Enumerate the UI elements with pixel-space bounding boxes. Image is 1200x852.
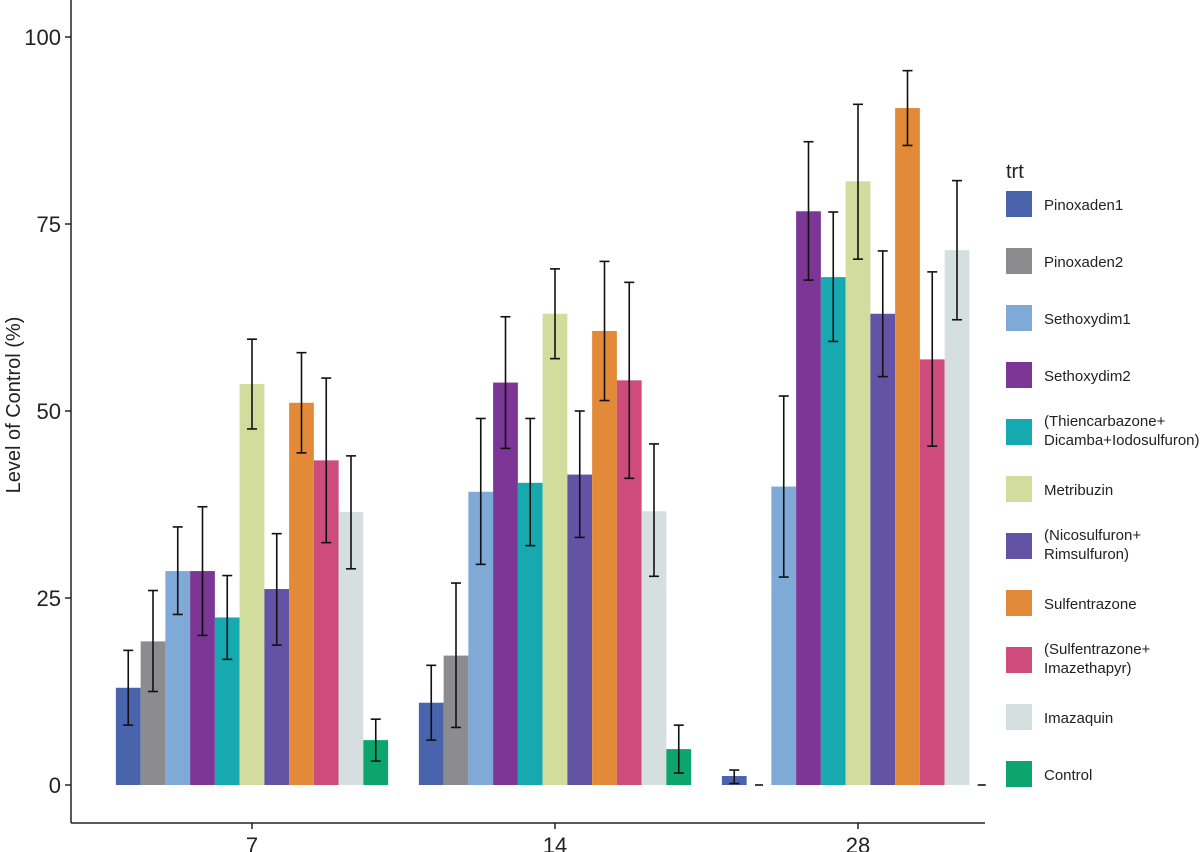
error-bar [172, 526, 183, 616]
error-bar [271, 532, 282, 646]
bar [820, 277, 846, 785]
x-tick-label: 7 [246, 833, 258, 852]
legend-label: Pinoxaden2 [1044, 254, 1123, 271]
legend-item: Imazaquin [1006, 704, 1113, 730]
error-bar [451, 582, 461, 729]
error-bar [550, 268, 560, 360]
error-bar [574, 410, 585, 539]
legend-swatch [1006, 305, 1032, 331]
error-bar [525, 417, 536, 547]
legend-swatch [1006, 248, 1032, 274]
x-tick-label: 28 [846, 833, 870, 852]
x-tick-label: 14 [543, 833, 567, 852]
legend-swatch [1006, 761, 1032, 787]
error-bar [426, 664, 437, 741]
error-bar [321, 377, 332, 544]
error-bar [123, 649, 134, 726]
legend-item: Sulfentrazone [1006, 590, 1137, 616]
error-bar [649, 443, 659, 578]
error-bar [148, 589, 158, 693]
legend-item: (Nicosulfuron+ Rimsulfuron) [1006, 527, 1141, 563]
legend-label-line: (Thiencarbazone+ [1044, 413, 1166, 430]
bar [542, 313, 568, 785]
bar [796, 211, 821, 785]
legend-swatch [1006, 647, 1032, 673]
legend-label: Pinoxaden1 [1044, 197, 1123, 214]
legend-label: Sethoxydim2 [1044, 368, 1131, 385]
legend-item: Sethoxydim2 [1006, 362, 1131, 388]
legend-item: (Sulfentrazone+ Imazethapyr) [1006, 641, 1151, 677]
y-tick-label: 100 [24, 25, 61, 50]
legend-label-line: (Nicosulfuron+ [1044, 527, 1141, 544]
x-axis: 7 14 28 [71, 822, 985, 852]
error-bar [247, 338, 257, 430]
error-bar [500, 315, 511, 450]
bar [845, 181, 871, 785]
legend-swatch [1006, 419, 1032, 445]
error-bar [370, 718, 381, 762]
legend-swatch [1006, 191, 1032, 217]
error-bar [624, 281, 635, 480]
error-bar [828, 211, 839, 343]
legend-label: Sethoxydim1 [1044, 311, 1131, 328]
legend-label: Control [1044, 767, 1092, 784]
legend: trt Pinoxaden1 Pinoxaden2 Sethoxydim1 Setho… [1006, 161, 1200, 787]
bar [895, 108, 920, 785]
legend-label: (Nicosulfuron+ Rimsulfuron) [1044, 527, 1141, 563]
legend-label: Sulfentrazone [1044, 596, 1137, 613]
bar [592, 330, 617, 785]
legend-item: Pinoxaden2 [1006, 248, 1123, 274]
error-bar [729, 769, 740, 785]
bar [239, 384, 265, 785]
error-bar [927, 271, 938, 447]
bar [493, 382, 518, 785]
legend-item: Metribuzin [1006, 476, 1113, 502]
bars [115, 108, 970, 785]
error-bar [803, 140, 814, 281]
bar [870, 313, 896, 785]
y-tick-label: 75 [37, 212, 61, 237]
error-bar [902, 69, 913, 147]
error-bar [296, 351, 307, 454]
legend-swatch [1006, 533, 1032, 559]
error-bar [877, 250, 888, 378]
bar [944, 250, 970, 785]
legend-label: (Thiencarbazone+ Dicamba+Iodosulfuron) [1044, 413, 1200, 449]
bar [289, 402, 314, 785]
error-bar [778, 395, 789, 578]
legend-label: Metribuzin [1044, 482, 1113, 499]
legend-swatch [1006, 704, 1032, 730]
error-bar [475, 417, 486, 566]
error-bar [853, 103, 863, 260]
error-bar [673, 724, 684, 774]
y-tick-label: 25 [37, 586, 61, 611]
legend-label: Imazaquin [1044, 710, 1113, 727]
legend-label-line: (Sulfentrazone+ [1044, 641, 1151, 658]
error-bar [197, 505, 208, 637]
y-axis: 0 25 50 75 100 [24, 0, 72, 823]
error-bar [599, 260, 610, 402]
legend-item: (Thiencarbazone+ Dicamba+Iodosulfuron) [1006, 413, 1200, 449]
legend-label-line: Dicamba+Iodosulfuron) [1044, 432, 1200, 449]
legend-label-line: Rimsulfuron) [1044, 546, 1129, 563]
legend-swatch [1006, 476, 1032, 502]
error-bar [222, 574, 233, 661]
y-axis-title: Level of Control (%) [3, 317, 25, 494]
error-bar [346, 455, 356, 570]
y-tick-label: 0 [49, 773, 61, 798]
legend-label: (Sulfentrazone+ Imazethapyr) [1044, 641, 1151, 677]
y-tick-label: 50 [37, 399, 61, 424]
legend-item: Control [1006, 761, 1092, 787]
legend-label-line: Imazethapyr) [1044, 660, 1132, 677]
legend-item: Pinoxaden1 [1006, 191, 1123, 217]
legend-swatch [1006, 362, 1032, 388]
legend-item: Sethoxydim1 [1006, 305, 1131, 331]
legend-title: trt [1006, 161, 1024, 183]
error-bar [952, 179, 962, 321]
error-bars [123, 69, 986, 786]
legend-swatch [1006, 590, 1032, 616]
